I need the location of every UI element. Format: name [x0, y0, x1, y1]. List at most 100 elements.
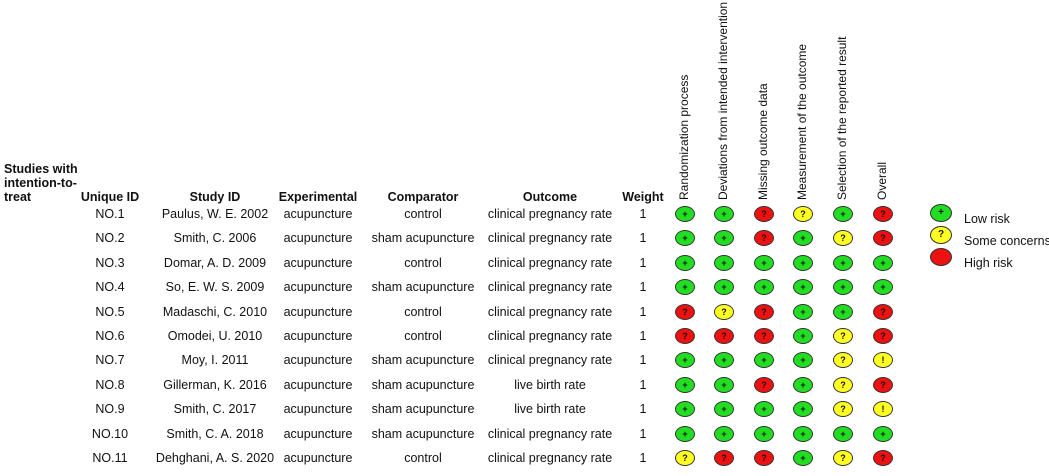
weight-cell: 1 — [639, 451, 647, 465]
study-id-cell: Dehghani, A. S. 2020 — [155, 451, 275, 465]
risk-judgement-low: + — [793, 450, 813, 466]
outcome-cell: clinical pregnancy rate — [487, 304, 613, 319]
risk-judgement-low: + — [793, 230, 813, 247]
legend-some-label: Some concerns — [964, 234, 1049, 248]
risk-judgement-low: + — [793, 352, 813, 369]
risk-judgement-high: ? — [714, 450, 734, 466]
outcome-cell: clinical pregnancy rate — [487, 255, 613, 270]
risk-judgement-low: + — [675, 206, 695, 222]
risk-judgement-low: + — [675, 230, 695, 247]
risk-judgement-low: + — [675, 254, 695, 271]
comparator-cell: sham acupuncture — [371, 231, 475, 246]
domain-header-2: Deviations from intended intervention — [716, 1, 730, 200]
study-id-cell: Gillerman, K. 2016 — [163, 377, 267, 392]
outcome-cell: clinical pregnancy rate — [487, 353, 613, 368]
experimental-cell: acupuncture — [283, 304, 353, 319]
experimental-cell: acupuncture — [283, 353, 353, 368]
comparator-cell: sham acupuncture — [371, 426, 475, 441]
risk-judgement-low: + — [793, 425, 813, 442]
outcome-cell: live birth rate — [514, 377, 586, 392]
unique-id-cell: NO.4 — [95, 280, 125, 295]
weight-cell: 1 — [639, 207, 647, 221]
weight-cell: 1 — [639, 304, 647, 319]
risk-judgement-low: + — [675, 425, 695, 442]
comparator-cell: sham acupuncture — [371, 280, 475, 295]
header-study-id: Study ID — [189, 190, 241, 204]
legend-high-marker — [930, 248, 952, 266]
risk-judgement-high: ? — [675, 303, 695, 320]
legend-low-label: Low risk — [964, 212, 1010, 226]
risk-judgement-high: ? — [675, 328, 695, 344]
comparator-cell: control — [404, 304, 442, 319]
risk-judgement-some: ? — [833, 450, 853, 466]
domain-header-6: Overall — [875, 161, 889, 200]
unique-id-cell: NO.7 — [95, 353, 125, 368]
experimental-cell: acupuncture — [283, 255, 353, 270]
unique-id-cell: NO.2 — [95, 231, 125, 246]
header-comparator: Comparator — [387, 190, 459, 204]
risk-judgement-low: + — [793, 376, 813, 393]
risk-judgement-low: + — [714, 425, 734, 442]
study-id-cell: Moy, I. 2011 — [181, 353, 249, 368]
risk-judgement-some: ? — [833, 328, 853, 344]
header-outcome: Outcome — [522, 190, 578, 204]
risk-judgement-some: ? — [793, 206, 813, 222]
risk-judgement-some: ? — [833, 230, 853, 247]
study-id-cell: Domar, A. D. 2009 — [163, 255, 267, 270]
risk-judgement-low: + — [714, 401, 734, 418]
study-id-cell: Smith, C. A. 2018 — [166, 426, 264, 441]
experimental-cell: acupuncture — [283, 207, 353, 221]
risk-judgement-low: + — [714, 254, 734, 271]
outcome-cell: live birth rate — [514, 402, 586, 417]
domain-header-1: Randomization process — [677, 74, 691, 200]
risk-judgement-low: + — [754, 401, 774, 418]
outcome-cell: clinical pregnancy rate — [487, 231, 613, 246]
legend-low-marker: + — [930, 204, 952, 222]
unique-id-cell: NO.5 — [95, 304, 125, 319]
figure-title: Studies with intention-to-treat — [4, 162, 78, 204]
risk-judgement-low: + — [833, 425, 853, 442]
risk-judgement-high: ? — [873, 230, 893, 247]
unique-id-cell: NO.1 — [95, 207, 125, 221]
risk-judgement-high: ? — [754, 206, 774, 222]
risk-judgement-low: + — [873, 279, 893, 296]
weight-cell: 1 — [639, 280, 647, 295]
risk-judgement-some: ? — [833, 376, 853, 393]
study-id-cell: Omodei, U. 2010 — [167, 329, 263, 343]
risk-judgement-low: + — [675, 279, 695, 296]
header-unique-id: Unique ID — [80, 190, 140, 204]
unique-id-cell: NO.9 — [95, 402, 125, 417]
risk-judgement-high: ? — [873, 206, 893, 222]
unique-id-cell: NO.3 — [95, 255, 125, 270]
risk-judgement-low: + — [675, 376, 695, 393]
risk-judgement-some: ? — [833, 352, 853, 369]
risk-judgement-low: + — [833, 254, 853, 271]
outcome-cell: clinical pregnancy rate — [487, 451, 613, 465]
weight-cell: 1 — [639, 426, 647, 441]
experimental-cell: acupuncture — [283, 451, 353, 465]
experimental-cell: acupuncture — [283, 402, 353, 417]
comparator-cell: control — [404, 451, 442, 465]
risk-judgement-high: ? — [754, 303, 774, 320]
risk-judgement-low: + — [714, 376, 734, 393]
risk-judgement-high: ? — [714, 328, 734, 344]
comparator-cell: sham acupuncture — [371, 353, 475, 368]
weight-cell: 1 — [639, 353, 647, 368]
domain-header-4: Measurement of the outcome — [795, 43, 809, 200]
domain-header-5: Selection of the reported result — [835, 36, 849, 200]
experimental-cell: acupuncture — [283, 426, 353, 441]
outcome-cell: clinical pregnancy rate — [487, 207, 613, 221]
study-id-cell: Smith, C. 2017 — [173, 402, 257, 417]
unique-id-cell: NO.10 — [91, 426, 129, 441]
study-id-cell: Madaschi, C. 2010 — [162, 304, 268, 319]
legend-some-marker: ? — [930, 226, 952, 244]
risk-judgement-some: ? — [714, 303, 734, 320]
risk-judgement-low: + — [714, 279, 734, 296]
risk-judgement-low: + — [754, 279, 774, 296]
risk-judgement-low: + — [833, 303, 853, 320]
comparator-cell: control — [404, 207, 442, 221]
risk-judgement-low: + — [793, 401, 813, 418]
unique-id-cell: NO.11 — [92, 451, 128, 465]
domain-header-3: Missing outcome data — [756, 83, 770, 200]
risk-judgement-low: + — [873, 254, 893, 271]
